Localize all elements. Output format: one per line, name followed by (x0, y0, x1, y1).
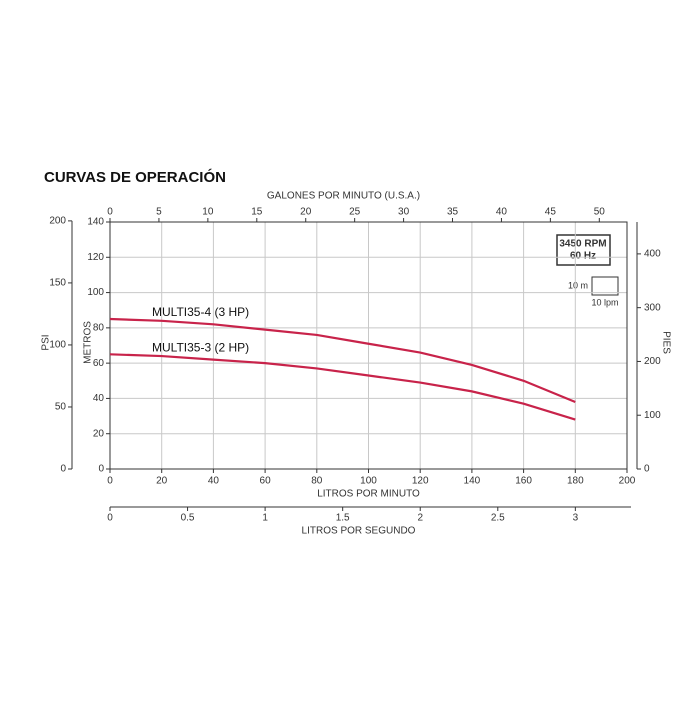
series-line (109, 317, 576, 403)
x2-tick-label: 0 (107, 207, 113, 218)
y-tick-label: 60 (93, 358, 105, 369)
x2-tick-label: 20 (300, 207, 312, 218)
x3-tick-label: 1.5 (336, 513, 350, 524)
x-tick-label: 100 (360, 476, 377, 487)
x-tick-label: 80 (311, 476, 323, 487)
x2-tick-label: 45 (545, 207, 557, 218)
series-line (109, 353, 576, 421)
annotation: 3450 RPM (559, 239, 606, 250)
y2-tick-label: 150 (49, 278, 66, 289)
y2-tick-label: 50 (55, 402, 67, 413)
x-tick-label: 140 (464, 476, 481, 487)
annotation: 60 Hz (570, 251, 596, 262)
x-tick-label: 20 (156, 476, 168, 487)
x3-tick-label: 3 (573, 513, 579, 524)
y3-axis-label: PIES (660, 331, 671, 354)
x2-axis-label: GALONES POR MINUTO (U.S.A.) (267, 191, 420, 202)
x2-tick-label: 50 (594, 207, 606, 218)
y2-tick-label: 0 (60, 464, 66, 475)
y-tick-label: 80 (93, 322, 105, 333)
y3-tick-label: 300 (644, 302, 661, 313)
y-tick-label: 120 (87, 252, 104, 263)
y3-tick-label: 100 (644, 410, 661, 421)
plot-border (109, 221, 628, 470)
x-tick-label: 0 (107, 476, 113, 487)
x3-tick-label: 0.5 (181, 513, 195, 524)
y2-tick-label: 200 (49, 216, 66, 227)
scale-label: 10 lpm (591, 297, 618, 307)
x-tick-label: 180 (567, 476, 584, 487)
rpm-box (556, 234, 611, 266)
y3-tick-label: 0 (644, 464, 650, 475)
y3-tick-label: 400 (644, 249, 661, 260)
x2-tick-label: 30 (398, 207, 410, 218)
x-tick-label: 200 (619, 476, 636, 487)
y-axis-label: METROS (83, 321, 94, 364)
x3-tick-label: 2.5 (491, 513, 505, 524)
scale-label: 10 m (568, 280, 588, 290)
x3-axis-label: LITROS POR SEGUNDO (302, 526, 416, 537)
x2-tick-label: 35 (447, 207, 459, 218)
x2-tick-label: 15 (251, 207, 263, 218)
x-tick-label: 60 (260, 476, 272, 487)
x2-tick-label: 5 (156, 207, 162, 218)
x3-tick-label: 2 (417, 513, 423, 524)
x-tick-label: 40 (208, 476, 220, 487)
series-label: MULTI35-3 (2 HP) (152, 340, 249, 354)
y-tick-label: 20 (93, 428, 105, 439)
x-tick-label: 120 (412, 476, 429, 487)
y-tick-label: 140 (87, 217, 104, 228)
x3-tick-label: 0 (107, 513, 113, 524)
x-tick-label: 160 (515, 476, 532, 487)
x-axis-label: LITROS POR MINUTO (317, 489, 420, 500)
x3-tick-label: 1 (262, 513, 268, 524)
series-label: MULTI35-4 (3 HP) (152, 305, 249, 319)
y2-axis-label: PSI (41, 334, 52, 350)
y-tick-label: 40 (93, 393, 105, 404)
x2-tick-label: 40 (496, 207, 508, 218)
x2-tick-label: 25 (349, 207, 361, 218)
y-tick-label: 0 (98, 464, 104, 475)
y2-tick-label: 100 (49, 340, 66, 351)
y-tick-label: 100 (87, 287, 104, 298)
x2-tick-label: 10 (202, 207, 214, 218)
y3-tick-label: 200 (644, 356, 661, 367)
chart-title: CURVAS DE OPERACIÓN (44, 168, 226, 186)
scale-box (591, 276, 619, 296)
